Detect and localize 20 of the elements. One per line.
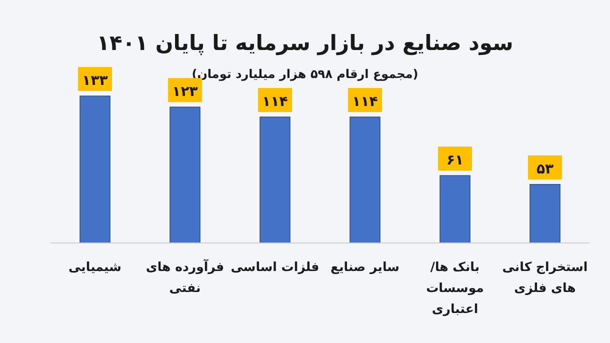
bar — [530, 184, 560, 244]
bar — [260, 116, 290, 244]
x-tick-label: فلزات اساسی — [230, 259, 320, 275]
bar — [440, 175, 470, 244]
chart-subtitle: (مجموع ارقام ۵۹۸ هزار میلیارد تومان) — [192, 67, 418, 81]
x-tick-label: بانک ها/ موسسات اعتباری — [426, 259, 484, 317]
x-tick-label: شیمیایی — [68, 259, 122, 274]
bar — [80, 96, 110, 244]
data-label: ۵۳ — [536, 161, 554, 178]
bar — [350, 116, 380, 244]
data-label: ۱۱۴ — [262, 94, 288, 110]
data-label: ۱۱۴ — [352, 94, 378, 110]
x-tick-label: استخراج کانی های فلزی — [502, 259, 588, 296]
data-label: ۶۱ — [446, 152, 464, 169]
data-label: ۱۲۳ — [172, 84, 198, 100]
data-label: ۱۳۳ — [82, 73, 108, 89]
bar — [170, 106, 200, 244]
chart-title: سود صنایع در بازار سرمایه تا پایان ۱۴۰۱ — [96, 31, 514, 56]
x-tick-label: فرآورده های نفتی — [146, 259, 224, 295]
x-tick-label: سایر صنایع — [330, 259, 400, 275]
